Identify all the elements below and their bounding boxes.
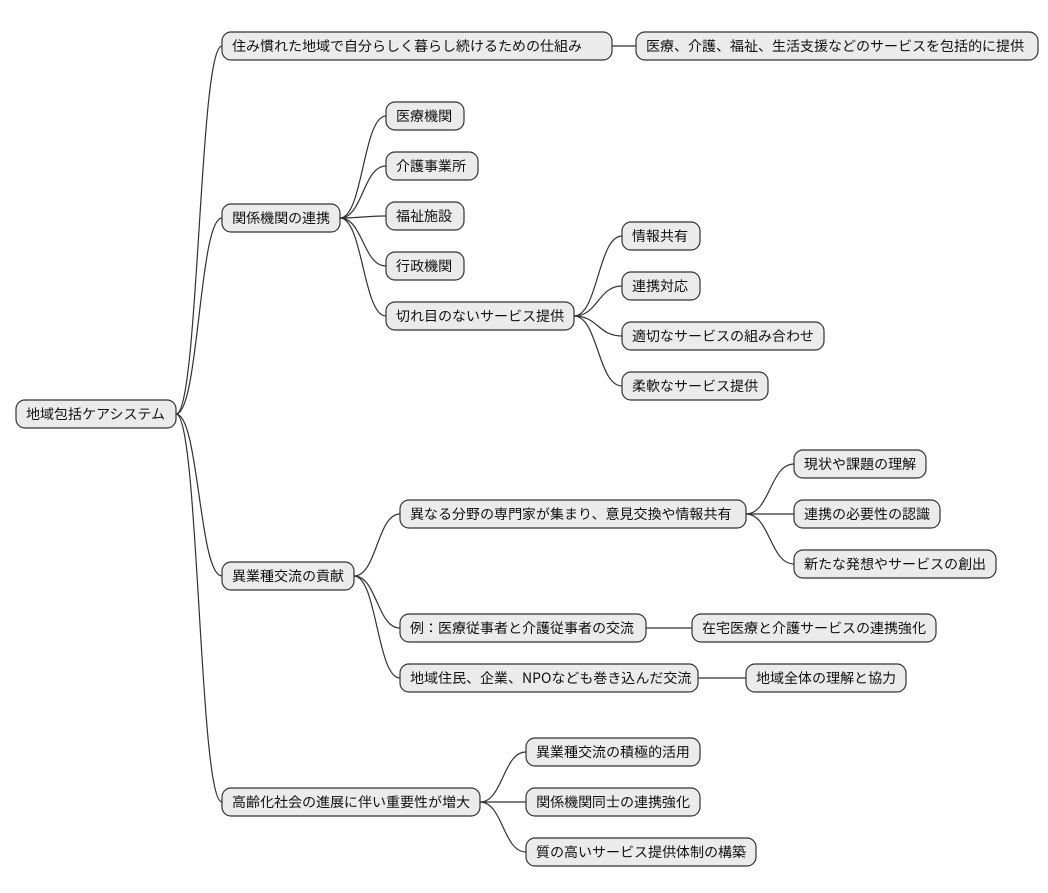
mindmap-diagram: 地域包括ケアシステム 住み慣れた地域で自分らしく暮らし続けるための仕組み 医療、介護… [0,0,1048,893]
edge [354,576,400,678]
node-label: 関係機関同士の連携強化 [536,792,690,812]
node: 適切なサービスの組み合わせ [622,322,824,350]
node: 医療、介護、福祉、生活支援などのサービスを包括的に提供 [636,32,1038,60]
edge [480,752,526,802]
node-label: 住み慣れた地域で自分らしく暮らし続けるための仕組み [232,36,582,56]
edge [354,514,400,576]
node-label: 情報共有 [632,226,688,246]
edge [574,236,622,316]
edge [340,116,386,218]
node-label: 地域包括ケアシステム [26,404,165,424]
node: 異業種交流の貢献 [222,562,354,590]
node: 異なる分野の専門家が集まり、意見交換や情報共有 [400,500,746,528]
node: 情報共有 [622,222,700,250]
node-label: 連携対応 [632,276,688,296]
node-label: 質の高いサービス提供体制の構築 [536,842,746,862]
edge [354,576,400,628]
node: 現状や課題の理解 [794,450,926,478]
node-label: 地域全体の理解と協力 [756,668,896,688]
node-label: 異なる分野の専門家が集まり、意見交換や情報共有 [410,504,731,524]
node: 柔軟なサービス提供 [622,372,768,400]
edge [340,218,386,266]
node: 介護事業所 [386,152,478,180]
node-label: 介護事業所 [396,156,466,176]
edge [176,218,222,414]
node-label: 切れ目のないサービス提供 [396,306,564,326]
node-label: 福祉施設 [396,206,452,226]
edge [340,166,386,218]
node: 異業種交流の積極的活用 [526,738,700,766]
node: 連携対応 [622,272,700,300]
edge [176,414,222,576]
node: 例：医療従事者と介護従事者の交流 [400,614,646,642]
node-label: 高齢化社会の進展に伴い重要性が増大 [232,792,470,812]
node: 住み慣れた地域で自分らしく暮らし続けるための仕組み [222,32,612,60]
node: 切れ目のないサービス提供 [386,302,574,330]
edge [746,514,794,564]
node: 福祉施設 [386,202,464,230]
node: 医療機関 [386,102,464,130]
node: 地域全体の理解と協力 [746,664,906,692]
node: 新たな発想やサービスの創出 [794,550,996,578]
node: 地域住民、企業、NPOなども巻き込んだ交流 [400,664,698,692]
node-label: 異業種交流の貢献 [232,566,344,586]
node: 連携の必要性の認識 [794,500,940,528]
edge [176,414,222,802]
node-label: 医療機関 [396,106,452,126]
node-label: 地域住民、企業、NPOなども巻き込んだ交流 [410,668,691,688]
edges-layer [176,46,794,852]
node: 関係機関の連携 [222,204,340,232]
edge [574,286,622,316]
node-label: 例：医療従事者と介護従事者の交流 [410,618,634,638]
node-label: 在宅医療と介護サービスの連携強化 [702,618,926,638]
node-label: 柔軟なサービス提供 [632,376,758,396]
node-label: 新たな発想やサービスの創出 [804,554,986,574]
edge [746,464,794,514]
node: 質の高いサービス提供体制の構築 [526,838,756,866]
node-label: 行政機関 [396,256,452,276]
node-label: 適切なサービスの組み合わせ [632,326,814,346]
node-label: 医療、介護、福祉、生活支援などのサービスを包括的に提供 [646,36,1024,56]
node-label: 現状や課題の理解 [804,454,916,474]
edge [480,802,526,852]
nodes-layer: 地域包括ケアシステム 住み慣れた地域で自分らしく暮らし続けるための仕組み 医療、介護… [16,32,1038,866]
edge [176,46,222,414]
edge [340,218,386,316]
node-label: 連携の必要性の認識 [804,504,930,524]
node-label: 関係機関の連携 [232,208,330,228]
node: 地域包括ケアシステム [16,400,176,428]
node-label: 異業種交流の積極的活用 [536,742,690,762]
node: 在宅医療と介護サービスの連携強化 [692,614,936,642]
node: 関係機関同士の連携強化 [526,788,700,816]
node: 高齢化社会の進展に伴い重要性が増大 [222,788,480,816]
node: 行政機関 [386,252,464,280]
